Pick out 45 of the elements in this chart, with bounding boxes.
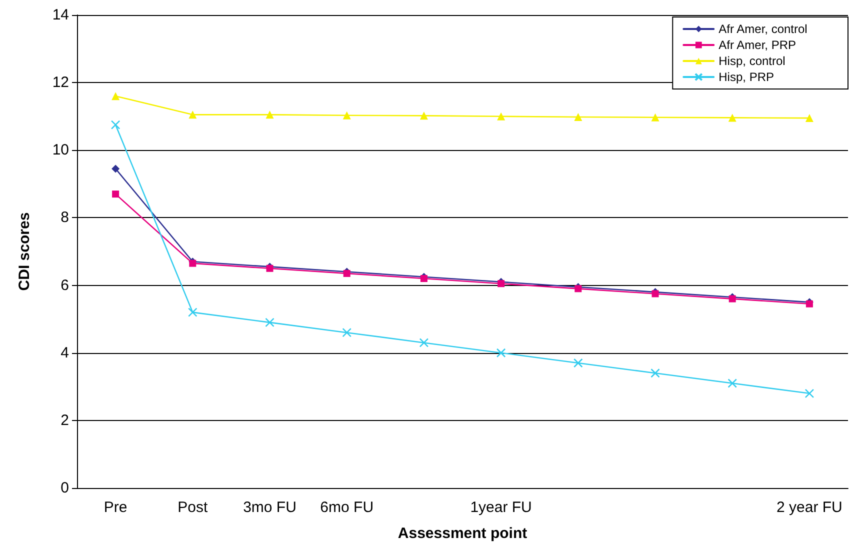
- point: [112, 164, 120, 173]
- x-tick-label: 1year FU: [470, 499, 532, 516]
- point: [342, 328, 352, 338]
- y-tick-label: 4: [60, 344, 69, 362]
- legend-label: Hisp, PRP: [718, 70, 774, 84]
- point: [112, 190, 120, 198]
- legend-label: Hisp, control: [718, 54, 786, 68]
- point: [651, 113, 660, 122]
- point: [574, 285, 582, 292]
- point: [265, 318, 274, 328]
- x-tick-label: 3mo FU: [243, 499, 296, 516]
- x-tick-label: Post: [178, 499, 208, 516]
- point: [188, 110, 197, 119]
- x-tick-label: 2 year FU: [776, 499, 842, 516]
- legend-label: Afr Amer, control: [718, 22, 808, 36]
- point: [574, 113, 582, 122]
- point: [110, 120, 120, 130]
- x-tick-label: Pre: [104, 499, 128, 516]
- point: [498, 280, 505, 288]
- point: [497, 112, 506, 120]
- legend-label: Afr Amer, PRP: [718, 38, 796, 52]
- y-tick-label: 12: [52, 74, 69, 92]
- point: [188, 308, 198, 317]
- x-axis-title: Assessment point: [398, 525, 528, 542]
- point: [112, 92, 120, 100]
- point: [650, 368, 660, 378]
- y-tick-label: 2: [60, 412, 69, 429]
- y-axis-title: CDI scores: [16, 212, 33, 291]
- y-tick-label: 10: [52, 142, 69, 159]
- y-tick-label: 6: [60, 276, 69, 294]
- point: [728, 114, 736, 122]
- point: [496, 348, 506, 358]
- x-tick-label: 6mo FU: [320, 499, 374, 516]
- y-tick-label: 8: [60, 209, 69, 226]
- point: [805, 114, 814, 122]
- point: [342, 111, 351, 120]
- y-tick-label: 14: [52, 6, 69, 24]
- point: [420, 275, 428, 282]
- point: [804, 388, 814, 398]
- point: [266, 110, 274, 119]
- point: [419, 338, 429, 348]
- point: [728, 378, 737, 388]
- y-tick-label: 0: [60, 480, 69, 496]
- point: [420, 112, 428, 120]
- point: [574, 358, 583, 368]
